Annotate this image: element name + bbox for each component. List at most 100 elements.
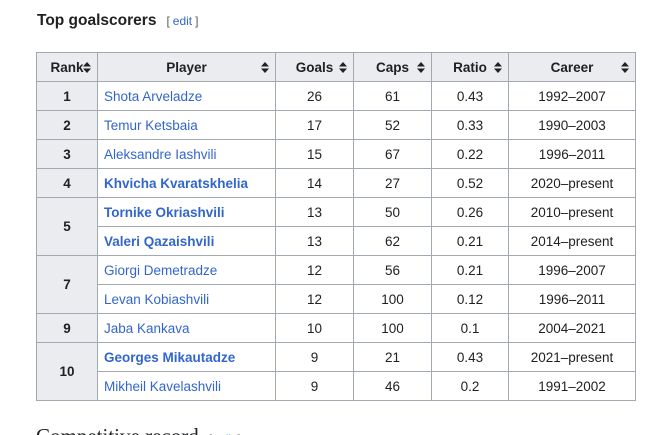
career-cell: 2004–2021 — [508, 313, 636, 343]
player-link[interactable]: Giorgi Demetradze — [104, 262, 218, 278]
ratio-cell: 0.22 — [431, 139, 509, 169]
header-row: Rank Player Goals Caps Ratio Career — [36, 52, 636, 82]
career-cell: 1996–2011 — [508, 284, 636, 314]
player-cell: Mikheil Kavelashvili — [97, 371, 276, 401]
goals-cell: 13 — [275, 197, 354, 227]
player-row: Mikheil Kavelashvili 9 46 0.2 1991–2002 — [37, 371, 636, 401]
caps-cell: 27 — [353, 168, 432, 198]
column-header[interactable]: Goals — [275, 52, 354, 82]
sort-icon[interactable] — [494, 62, 502, 73]
column-title: Career — [550, 59, 594, 75]
sort-icon[interactable] — [339, 62, 347, 73]
rank-cell: 10 — [36, 342, 98, 401]
column-header[interactable]: Career — [508, 52, 636, 82]
bracket: [ — [166, 14, 170, 28]
career-cell: 1990–2003 — [508, 110, 636, 140]
player-link[interactable]: Temur Ketsbaia — [104, 117, 198, 133]
caps-cell: 61 — [353, 81, 432, 111]
player-link[interactable]: Aleksandre Iashvili — [104, 146, 217, 162]
heading-title: Top goalscorers — [37, 12, 157, 29]
edit-section: [edit] — [166, 14, 198, 28]
player-row: 10 Georges Mikautadze 9 21 0.43 2021–present — [36, 342, 636, 401]
ratio-cell: 0.43 — [431, 342, 509, 372]
career-cell: 1996–2011 — [508, 139, 636, 169]
career-cell: 2010–present — [508, 197, 636, 227]
column-header[interactable]: Ratio — [431, 52, 509, 82]
career-cell: 2021–present — [508, 342, 636, 372]
rank-cell: 5 — [36, 197, 98, 256]
caps-cell: 56 — [353, 255, 432, 285]
goals-cell: 9 — [275, 342, 354, 372]
player-row: Valeri Qazaishvili 13 62 0.21 2014–present — [37, 226, 636, 256]
section-heading: Top goalscorers [edit] — [37, 12, 198, 30]
player-cell: Valeri Qazaishvili — [97, 226, 276, 256]
goals-cell: 12 — [275, 284, 354, 314]
heading-title: Competitive record — [36, 424, 199, 435]
career-cell: 1992–2007 — [508, 81, 636, 111]
sort-icon[interactable] — [261, 62, 269, 73]
ratio-cell: 0.26 — [431, 197, 509, 227]
rank-cell: 9 — [36, 313, 98, 343]
player-link[interactable]: Levan Kobiashvili — [104, 291, 210, 307]
career-cell: 2014–present — [508, 226, 636, 256]
bracket: ] — [195, 14, 199, 28]
caps-cell: 100 — [353, 284, 432, 314]
goals-cell: 9 — [275, 371, 354, 401]
column-header[interactable]: Rank — [36, 52, 98, 82]
ratio-cell: 0.33 — [431, 110, 509, 140]
player-link[interactable]: Georges Mikautadze — [104, 349, 236, 365]
rank-cell: 4 — [36, 168, 98, 198]
column-title: Goals — [295, 59, 334, 75]
caps-cell: 46 — [353, 371, 432, 401]
sort-icon[interactable] — [83, 62, 91, 73]
caps-cell: 52 — [353, 110, 432, 140]
career-cell: 1996–2007 — [508, 255, 636, 285]
column-title: Caps — [375, 59, 409, 75]
player-row: 3 Aleksandre Iashvili 15 67 0.22 1996–2011 — [36, 139, 636, 169]
edit-link[interactable]: edit — [172, 14, 193, 28]
ratio-cell: 0.21 — [431, 226, 509, 256]
career-cell: 2020–present — [508, 168, 636, 198]
player-row: 7 Giorgi Demetradze 12 56 0.21 1996–2007 — [36, 255, 636, 314]
player-link[interactable]: Tornike Okriashvili — [104, 204, 225, 220]
player-cell: Levan Kobiashvili — [97, 284, 276, 314]
ratio-cell: 0.43 — [431, 81, 509, 111]
player-cell: Shota Arveladze — [97, 81, 276, 111]
player-row: 9 Jaba Kankava 10 100 0.1 2004–2021 — [36, 313, 636, 343]
player-row: 4 Khvicha Kvaratskhelia 14 27 0.52 2020–prese… — [36, 168, 636, 198]
sort-icon[interactable] — [417, 62, 425, 73]
rank-cell: 3 — [36, 139, 98, 169]
rank-cell: 1 — [36, 81, 98, 111]
player-link[interactable]: Khvicha Kvaratskhelia — [104, 175, 249, 191]
goals-cell: 10 — [275, 313, 354, 343]
player-row: 5 Tornike Okriashvili 13 50 0.26 2010–present — [36, 197, 636, 256]
edit-section: [edit] — [209, 432, 241, 435]
player-link[interactable]: Jaba Kankava — [104, 320, 190, 336]
edit-link[interactable]: edit — [215, 432, 234, 435]
player-link[interactable]: Mikheil Kavelashvili — [104, 378, 222, 394]
player-link[interactable]: Valeri Qazaishvili — [104, 233, 215, 249]
next-heading: Competitive record [edit] — [36, 424, 241, 435]
player-link[interactable]: Shota Arveladze — [104, 88, 203, 104]
caps-cell: 21 — [353, 342, 432, 372]
column-header[interactable]: Caps — [353, 52, 432, 82]
column-header[interactable]: Player — [97, 52, 276, 82]
sort-icon[interactable] — [621, 62, 629, 73]
player-cell: Jaba Kankava — [97, 313, 276, 343]
player-cell: Khvicha Kvaratskhelia — [97, 168, 276, 198]
goals-cell: 17 — [275, 110, 354, 140]
caps-cell: 62 — [353, 226, 432, 256]
goalscorers-table: Rank Player Goals Caps Ratio Career 1 Shota Ar… — [36, 52, 636, 401]
column-title: Player — [166, 59, 207, 75]
goals-cell: 13 — [275, 226, 354, 256]
ratio-cell: 0.52 — [431, 168, 509, 198]
player-cell: Giorgi Demetradze — [97, 255, 276, 285]
caps-cell: 50 — [353, 197, 432, 227]
bracket: ] — [237, 432, 240, 435]
ratio-cell: 0.1 — [431, 313, 509, 343]
career-cell: 1991–2002 — [508, 371, 636, 401]
ratio-cell: 0.2 — [431, 371, 509, 401]
ratio-cell: 0.12 — [431, 284, 509, 314]
rank-cell: 2 — [36, 110, 98, 140]
